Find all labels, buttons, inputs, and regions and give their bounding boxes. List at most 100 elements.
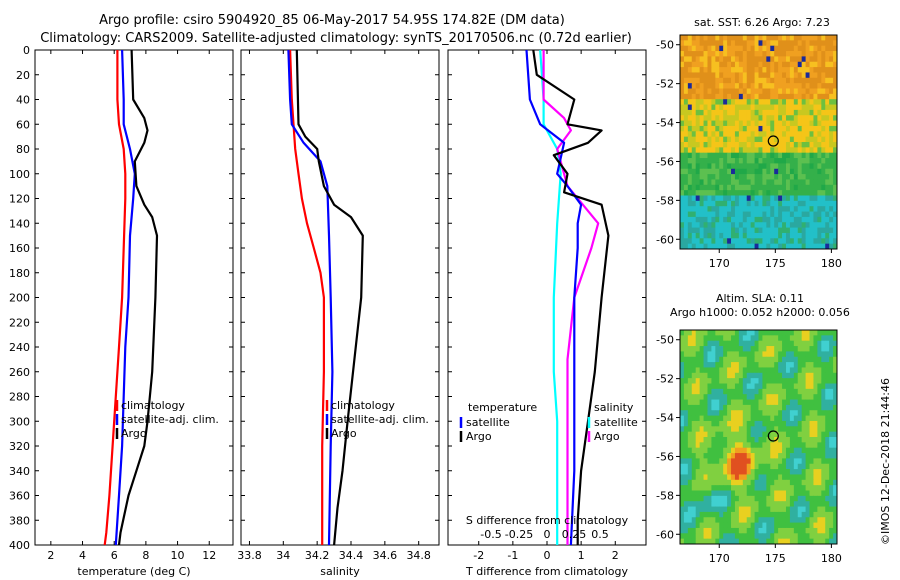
map-cell (750, 410, 755, 416)
map-cell (734, 40, 740, 47)
map-cell (817, 420, 822, 427)
map-cell (742, 426, 748, 433)
map-cell (774, 378, 779, 384)
map-cell (711, 404, 716, 411)
map-cell (691, 190, 697, 196)
map-cell (723, 527, 728, 534)
map-cell (817, 431, 822, 438)
map-cell (793, 179, 799, 186)
map-cell (801, 458, 806, 465)
map-cell (829, 40, 834, 47)
map-cell (727, 142, 732, 148)
map-cell (821, 67, 826, 73)
map-cell (711, 485, 716, 491)
map-cell (719, 51, 724, 57)
map-cell (754, 158, 759, 164)
map-cell (797, 367, 803, 374)
map-cell (742, 147, 748, 154)
map-cell (711, 522, 716, 529)
map-cell (738, 501, 744, 507)
map-cell (742, 125, 748, 132)
map-cell (703, 72, 708, 79)
map-y-tick-label: -60 (656, 233, 674, 246)
map-cell (801, 485, 806, 491)
map-cell (691, 93, 697, 100)
map-cell (683, 238, 689, 245)
map-cell (793, 437, 799, 443)
map-cell (813, 447, 818, 454)
map-cell (754, 206, 759, 212)
map-cell (699, 346, 704, 352)
map-cell (758, 206, 763, 212)
map-cell (805, 447, 810, 454)
map-cell (691, 340, 697, 347)
x-axis-label: temperature (deg C) (77, 565, 190, 578)
map-cell (723, 447, 728, 454)
map-cell (687, 67, 693, 73)
map-cell (723, 109, 728, 116)
map-cell (821, 131, 826, 138)
map-cell (695, 330, 701, 336)
map-cell (754, 40, 759, 47)
map-cell (801, 206, 806, 212)
map-cell (734, 340, 740, 347)
map-cell (766, 356, 771, 363)
map-cell (793, 527, 799, 534)
map-cell (782, 227, 787, 234)
map-cell (797, 501, 803, 507)
map-cell (782, 125, 787, 132)
map-cell (809, 426, 814, 433)
map-cell (813, 437, 818, 443)
map-cell (797, 120, 803, 127)
map-cell (687, 431, 693, 438)
map-cell (731, 125, 736, 132)
map-cell (762, 335, 767, 342)
map-cell (821, 216, 826, 223)
map-cell (766, 222, 771, 228)
map-cell (833, 35, 838, 41)
map-cell (774, 442, 779, 449)
map-cell (695, 490, 701, 497)
map-cell (809, 227, 814, 234)
map-cell (797, 142, 803, 148)
map-cell (707, 190, 712, 196)
map-cell (754, 238, 759, 245)
map-cell (746, 190, 752, 196)
map-cell (742, 431, 748, 438)
map-cell (825, 190, 830, 196)
map-cell (825, 99, 830, 105)
map-cell (738, 420, 744, 427)
s-diff-axis-label: S difference from climatology (466, 514, 629, 527)
map-cell (813, 147, 818, 154)
map-cell (785, 511, 791, 518)
map-cell (805, 404, 810, 411)
map-cell (782, 426, 787, 433)
map-cell (762, 340, 767, 347)
map-cell (821, 51, 826, 57)
map-cell (691, 152, 697, 159)
map-cell (829, 184, 834, 191)
map-cell (821, 517, 826, 523)
map-cell (782, 351, 787, 358)
map-cell (746, 415, 752, 422)
map-cell (738, 346, 744, 352)
map-cell (758, 158, 763, 164)
map-cell (782, 388, 787, 395)
map-cell (691, 410, 697, 416)
map-cell (703, 394, 708, 400)
map-cell (801, 383, 806, 390)
map-y-tick-label: -50 (656, 334, 674, 347)
map-cell (734, 490, 740, 497)
map-cell (727, 115, 732, 121)
map-cell (746, 399, 752, 406)
map-cell (734, 415, 740, 422)
map-cell (707, 372, 712, 379)
map-cell (801, 490, 806, 497)
map-cell (789, 522, 795, 529)
map-cell (680, 40, 685, 47)
map-cell (742, 222, 748, 228)
map-cell (687, 184, 693, 191)
map-cell (683, 447, 689, 454)
map-cell (770, 109, 775, 116)
